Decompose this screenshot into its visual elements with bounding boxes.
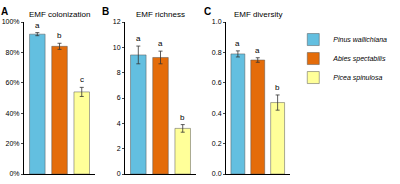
svg-text:40%: 40% [6, 110, 20, 117]
svg-text:100%: 100% [2, 18, 20, 25]
svg-text:0.6: 0.6 [212, 79, 222, 86]
svg-text:6: 6 [117, 94, 121, 101]
svg-text:c: c [80, 75, 84, 84]
svg-text:20%: 20% [6, 140, 20, 147]
svg-text:a: a [235, 39, 240, 48]
svg-text:B: B [102, 6, 109, 17]
svg-text:0%: 0% [9, 170, 19, 177]
svg-text:0.0: 0.0 [212, 170, 222, 177]
svg-text:12: 12 [113, 18, 121, 25]
svg-text:0.2: 0.2 [212, 140, 222, 147]
svg-text:8: 8 [117, 69, 121, 76]
svg-text:a: a [35, 21, 40, 30]
svg-text:b: b [57, 31, 62, 40]
svg-text:4: 4 [117, 120, 121, 127]
svg-text:2: 2 [117, 145, 121, 152]
svg-text:Abies spectabilis: Abies spectabilis [332, 55, 386, 63]
svg-text:60%: 60% [6, 79, 20, 86]
svg-text:b: b [180, 113, 185, 122]
svg-text:C: C [204, 6, 211, 17]
svg-text:0: 0 [117, 170, 121, 177]
svg-text:Pinus wallichiana: Pinus wallichiana [333, 36, 387, 43]
svg-text:0.4: 0.4 [212, 110, 222, 117]
svg-text:A: A [1, 6, 8, 17]
svg-text:EMF diversity: EMF diversity [234, 10, 282, 19]
svg-text:a: a [136, 34, 141, 43]
svg-text:a: a [255, 46, 260, 55]
svg-text:EMF colonization: EMF colonization [29, 10, 90, 19]
svg-text:80%: 80% [6, 49, 20, 56]
svg-text:EMF richness: EMF richness [136, 10, 185, 19]
svg-text:10: 10 [113, 44, 121, 51]
svg-text:Picea spinulosa: Picea spinulosa [333, 74, 382, 82]
svg-text:b: b [275, 83, 280, 92]
svg-text:a: a [158, 39, 163, 48]
svg-text:1.0: 1.0 [212, 18, 222, 25]
svg-text:0.8: 0.8 [212, 49, 222, 56]
